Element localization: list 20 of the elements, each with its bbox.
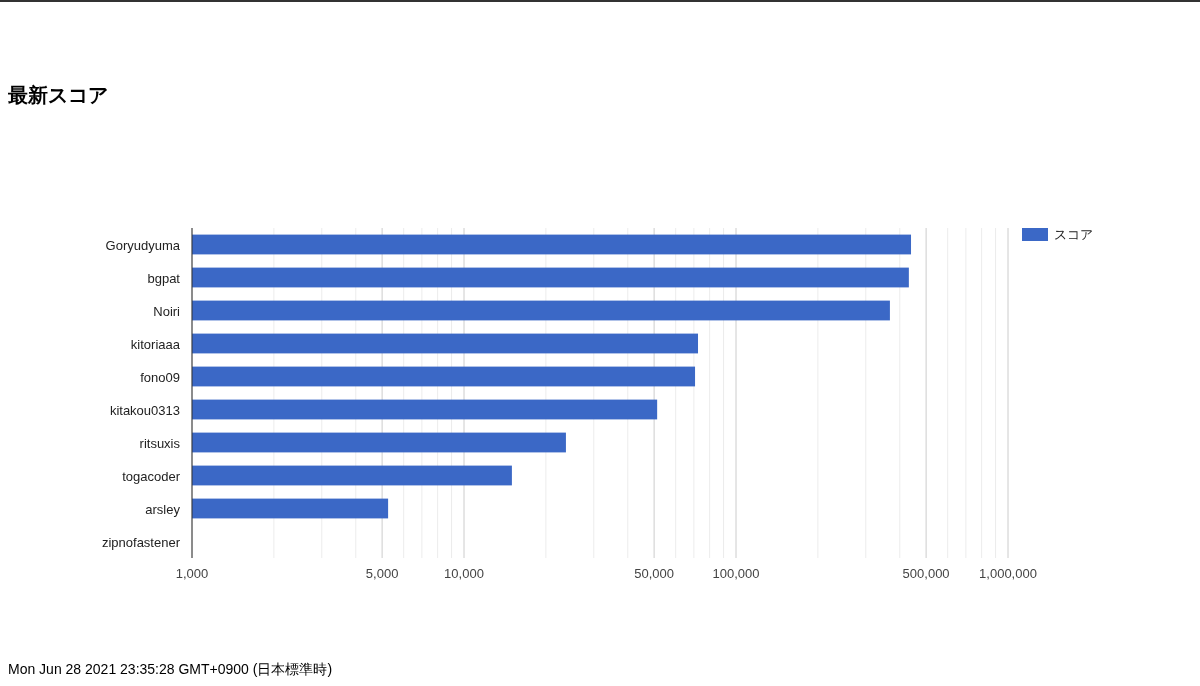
y-tick-label: Noiri: [153, 303, 181, 319]
text: Mon Jun 28 2021 23:35:28 GMT+0900 (日本標準時): [8, 661, 333, 677]
x-tick-label: 1,000,000: [979, 566, 1037, 581]
y-tick-label: kitoriaaa: [130, 336, 181, 352]
x-tick-label: 10,000: [444, 566, 484, 581]
y-tick-label: ritsuxis: [139, 435, 181, 451]
y-tick-label: kitakou0313: [109, 402, 180, 418]
legend-label: スコア: [1054, 227, 1093, 242]
x-tick-label: 1,000: [175, 566, 209, 581]
y-tick-label: togacoder: [122, 468, 181, 484]
y-tick-label: fono09: [140, 369, 180, 385]
x-tick-label: 5,000: [365, 566, 399, 581]
y-tick-label: zipnofastener: [101, 534, 181, 550]
y-tick-label: Goryudyuma: [105, 237, 181, 253]
x-tick-label: 100,000: [712, 566, 760, 581]
chart-title: 最新スコア: [7, 84, 108, 106]
y-tick-label: arsley: [145, 501, 181, 517]
y-tick-label: bgpat: [147, 270, 181, 286]
x-tick-label: 500,000: [902, 566, 950, 581]
x-tick-label: 50,000: [634, 566, 674, 581]
